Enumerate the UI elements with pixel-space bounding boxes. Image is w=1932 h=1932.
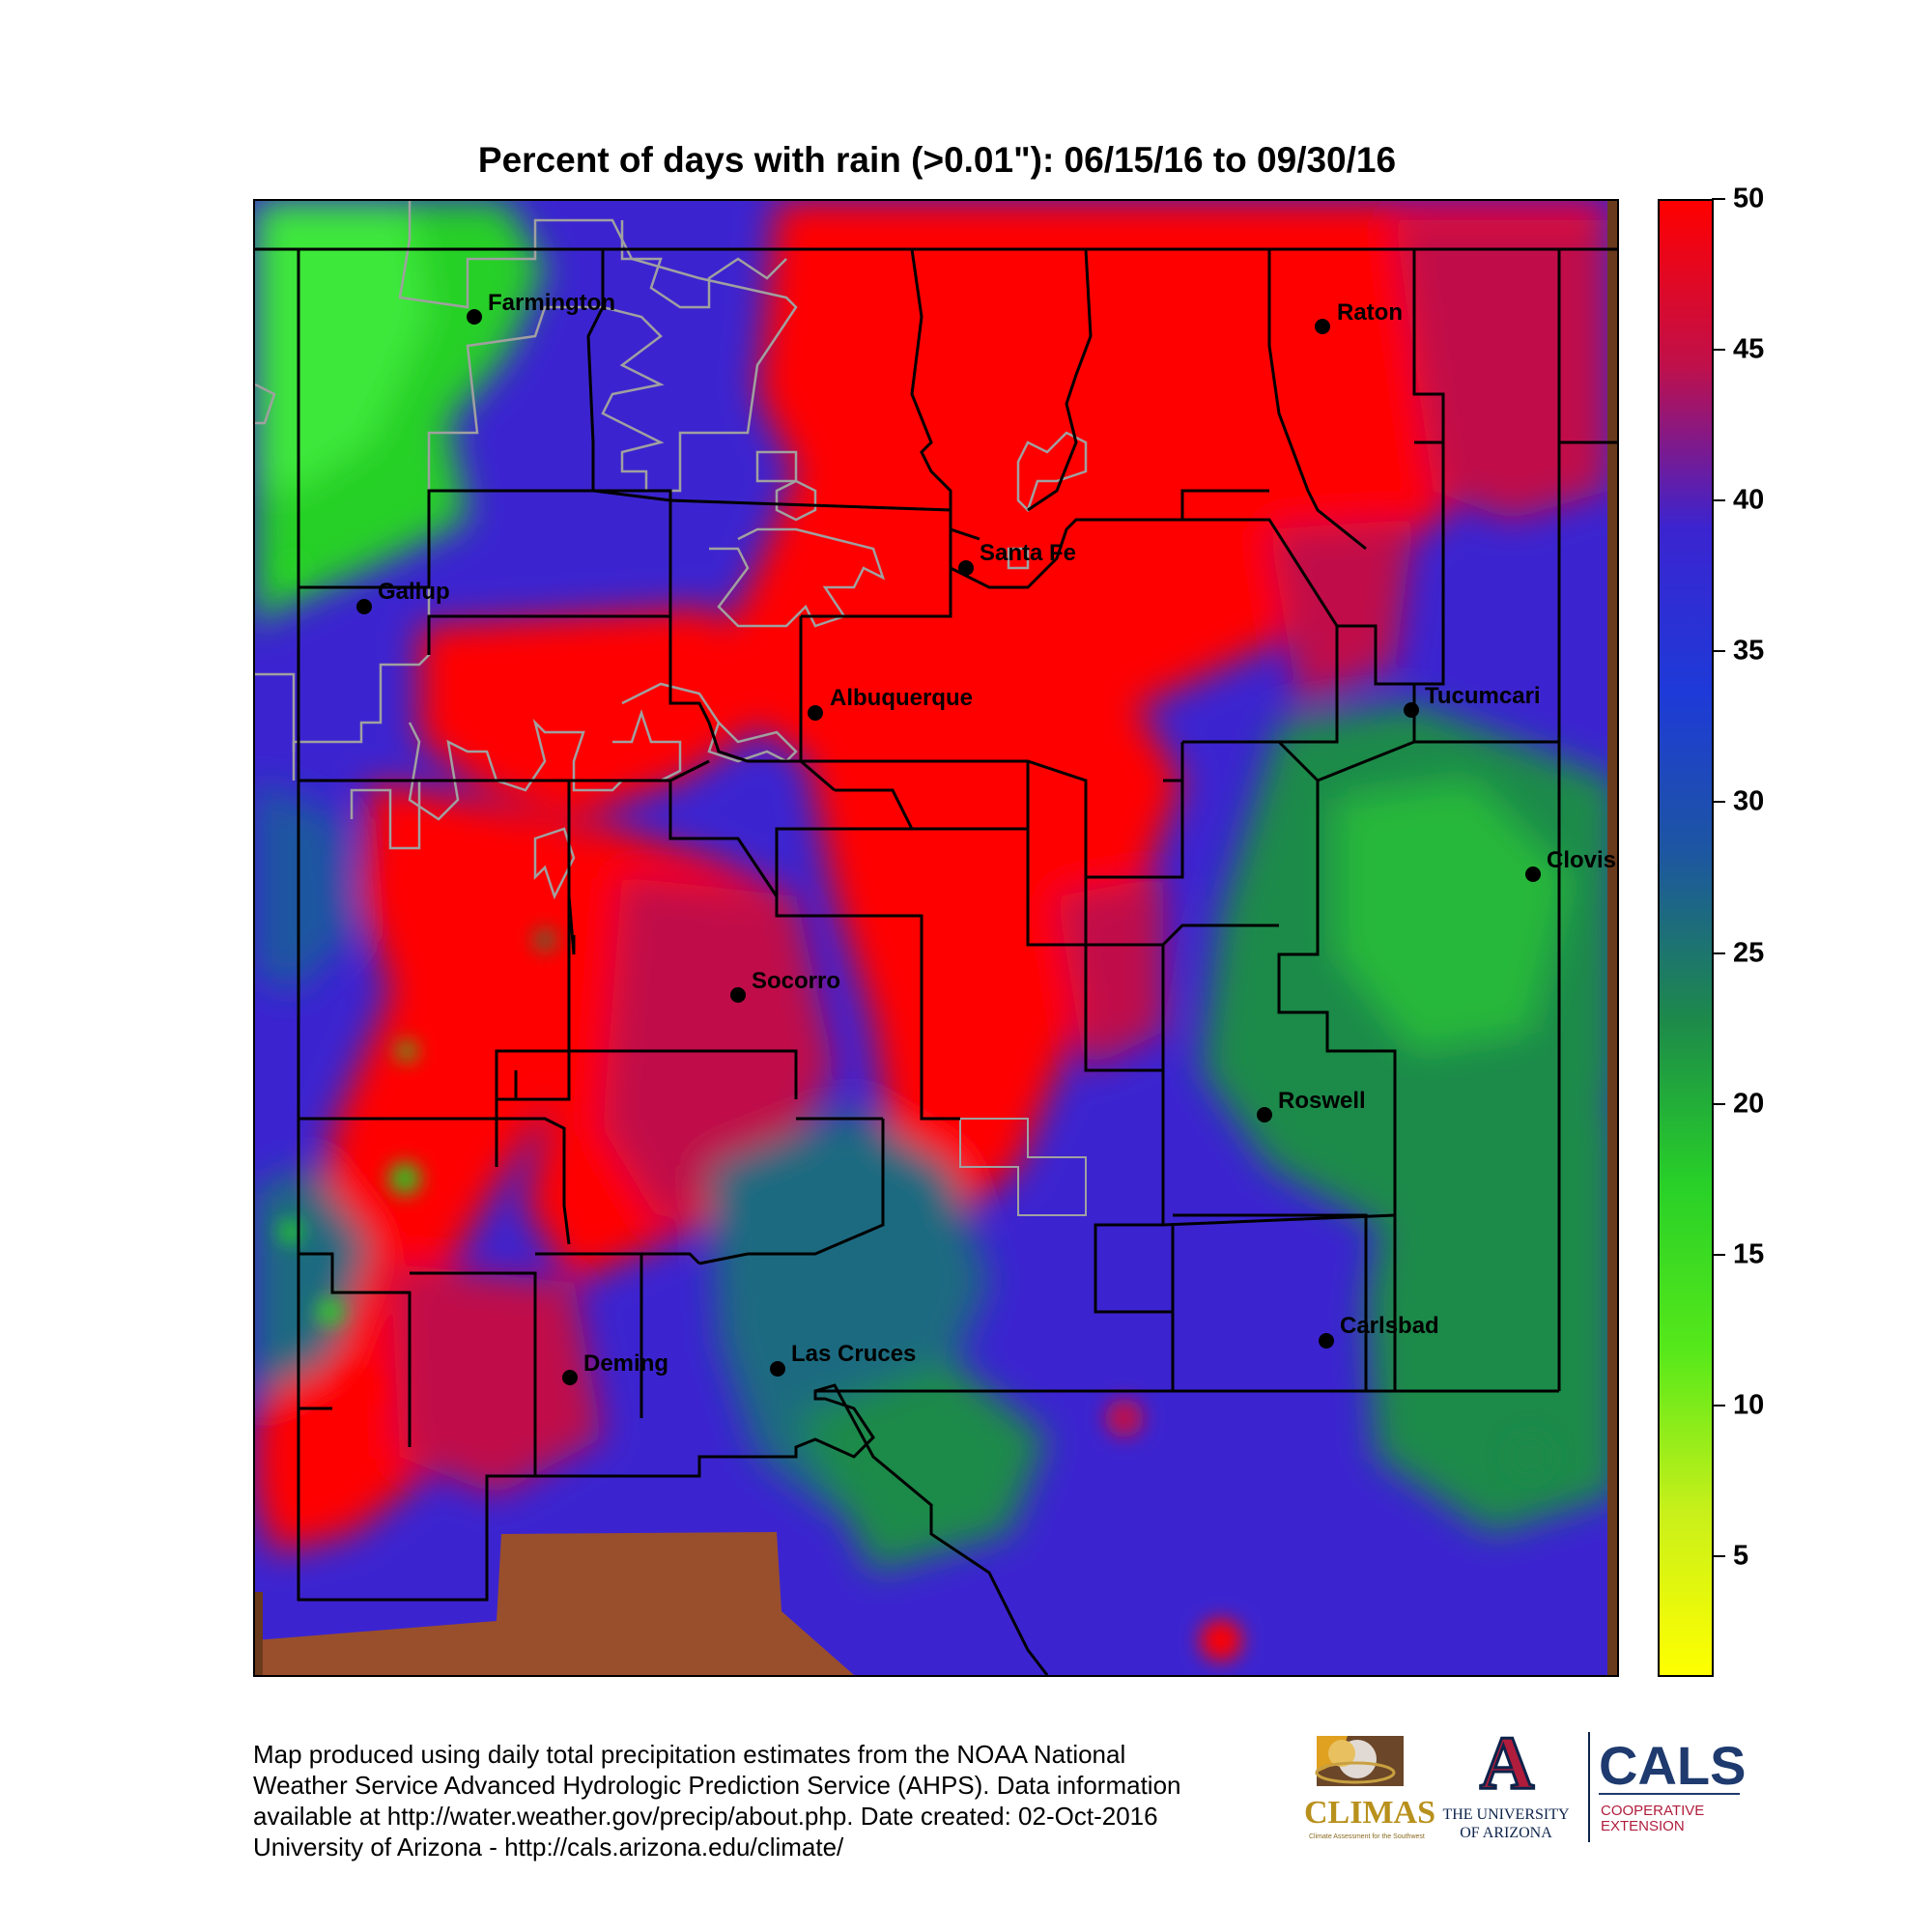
footer-line-2: Weather Service Advanced Hydrologic Pred… [253,1771,1181,1800]
precip-speckle [279,556,1553,1662]
colorbar-ticks: 50 45 40 35 30 25 20 15 10 5 [1712,184,1828,1677]
colorbar-tick-mark [1712,1555,1725,1558]
partner-logos: CLIMAS Climate Assessment for the Southw… [1304,1724,1746,1842]
colorbar-tick-label: 5 [1733,1540,1749,1572]
map-title: Percent of days with rain (>0.01"): 06/1… [477,140,1397,180]
city-gallup[interactable]: Gallup [356,579,450,614]
no-data-edge-east [1607,201,1617,1675]
colorbar-tick-mark [1712,1253,1725,1256]
svg-text:THE UNIVERSITY: THE UNIVERSITY [1442,1806,1570,1823]
footer-line-1: Map produced using daily total precipita… [253,1740,1126,1769]
svg-text:Clovis: Clovis [1547,847,1616,873]
city-farmington[interactable]: Farmington [467,290,615,325]
footer-line-4: University of Arizona - http://cals.ariz… [253,1833,844,1861]
city-deming[interactable]: Deming [562,1350,668,1385]
colorbar-tick-mark [1712,499,1725,502]
svg-text:Deming: Deming [583,1350,668,1377]
city-socorro[interactable]: Socorro [730,968,840,1003]
svg-text:CLIMAS: CLIMAS [1304,1795,1435,1831]
svg-text:Gallup: Gallup [378,579,450,605]
city-las-cruces[interactable]: Las Cruces [770,1341,916,1377]
colorbar-tick-label: 40 [1733,484,1765,516]
svg-text:EXTENSION: EXTENSION [1601,1818,1685,1834]
climas-logo: CLIMAS Climate Assessment for the Southw… [1304,1736,1435,1840]
svg-text:CALS: CALS [1599,1735,1746,1796]
no-data-edge-west [255,1592,263,1675]
city-santa-fe[interactable]: Santa Fe [958,540,1076,576]
university-of-arizona-logo: A THE UNIVERSITY OF ARIZONA [1442,1724,1570,1841]
city-markers: Farmington Raton Santa Fe Gallup Albuque… [356,290,1616,1385]
svg-text:Socorro: Socorro [752,968,840,994]
footer-note: Map produced using daily total precipita… [253,1739,1296,1862]
tribal-land-outlines [255,201,1088,1216]
svg-text:Farmington: Farmington [488,290,615,316]
county-boundaries [255,247,1617,1675]
city-carlsbad[interactable]: Carlsbad [1319,1313,1439,1349]
colorbar-tick-mark [1712,952,1725,954]
colorbar [1658,199,1714,1677]
colorbar-tick-label: 20 [1733,1088,1765,1120]
svg-text:A: A [1480,1724,1534,1804]
colorbar-tick-mark [1712,650,1725,653]
city-roswell[interactable]: Roswell [1257,1088,1366,1122]
map-canvas: Farmington Raton Santa Fe Gallup Albuque… [255,201,1617,1675]
city-raton[interactable]: Raton [1315,299,1403,334]
colorbar-tick-label: 30 [1733,785,1765,817]
svg-text:OF ARIZONA: OF ARIZONA [1460,1825,1552,1841]
precipitation-map: Farmington Raton Santa Fe Gallup Albuque… [253,199,1619,1677]
city-clovis[interactable]: Clovis [1525,847,1616,882]
colorbar-tick-label: 50 [1733,183,1765,214]
colorbar-tick-mark [1712,349,1725,352]
footer-line-3: available at http://water.weather.gov/pr… [253,1802,1158,1831]
svg-text:Roswell: Roswell [1278,1088,1366,1114]
svg-text:Climate Assessment for the Sou: Climate Assessment for the Southwest [1309,1833,1425,1840]
svg-text:Carlsbad: Carlsbad [1340,1313,1439,1339]
precip-field [255,201,1617,1573]
city-albuquerque[interactable]: Albuquerque [808,685,973,721]
colorbar-tick-mark [1712,1404,1725,1406]
cals-logo: CALS COOPERATIVE EXTENSION [1599,1735,1746,1834]
svg-text:Albuquerque: Albuquerque [830,685,973,711]
colorbar-tick-mark [1712,198,1725,200]
svg-text:Las Cruces: Las Cruces [791,1341,916,1367]
colorbar-tick-label: 45 [1733,333,1765,365]
colorbar-tick-mark [1712,1102,1725,1105]
colorbar-tick-mark [1712,801,1725,804]
colorbar-tick-label: 10 [1733,1389,1765,1421]
no-data-region-south [255,1532,854,1675]
svg-text:Raton: Raton [1337,299,1403,326]
svg-text:COOPERATIVE: COOPERATIVE [1601,1803,1704,1819]
colorbar-tick-label: 35 [1733,635,1765,667]
city-tucumcari[interactable]: Tucumcari [1404,683,1541,718]
colorbar-tick-label: 15 [1733,1238,1765,1270]
svg-text:Santa Fe: Santa Fe [980,540,1076,566]
colorbar-tick-label: 25 [1733,937,1765,969]
svg-text:Tucumcari: Tucumcari [1425,683,1541,709]
